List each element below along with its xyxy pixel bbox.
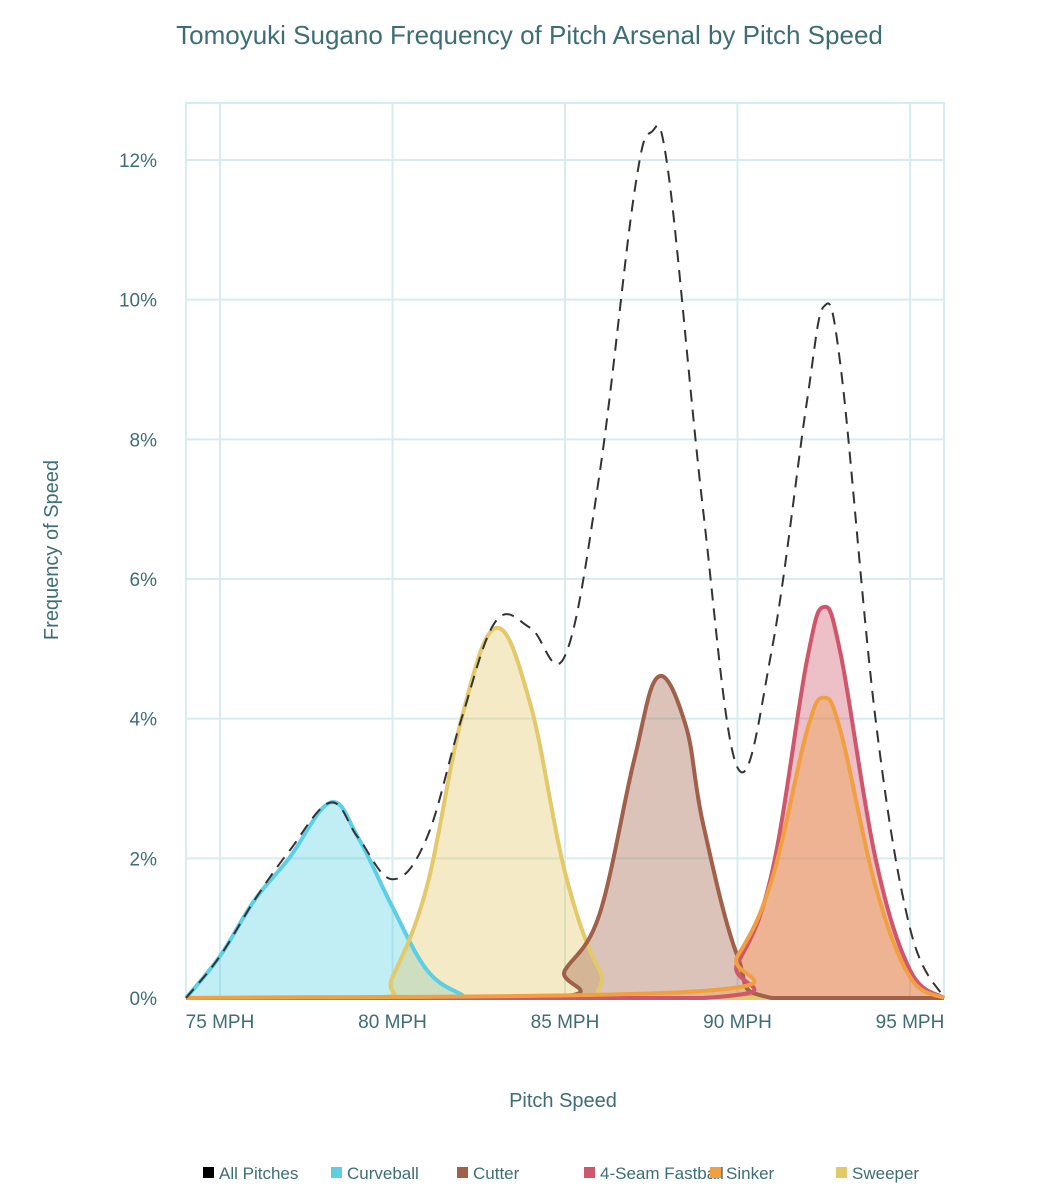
x-tick-label: 80 MPH: [358, 1012, 427, 1033]
x-tick-label: 90 MPH: [703, 1012, 772, 1033]
series-area-curveball: [186, 802, 944, 998]
series-line-sinker: [185, 695, 946, 1000]
x-tick-label: 95 MPH: [876, 1012, 945, 1033]
y-tick-label: 2%: [130, 849, 158, 870]
legend-label-cutter: Cutter: [473, 1164, 520, 1183]
axes: 75 MPH 80 MPH 85 MPH 90 MPH 95 MPH 0% 2% 4% 6% 8%…: [119, 151, 944, 1033]
y-tick-label: 8%: [130, 430, 158, 451]
grid: [185, 102, 945, 999]
x-tick-label: 75 MPH: [186, 1012, 255, 1033]
legend-swatch-all-pitches: [203, 1167, 214, 1178]
chart-title: Tomoyuki Sugano Frequency of Pitch Arsen…: [176, 20, 883, 50]
legend-label-sinker: Sinker: [726, 1164, 775, 1183]
y-tick-label: 6%: [130, 570, 158, 591]
series-line-all-pitches: [185, 124, 945, 999]
legend-label-4-seam-fastball: 4-Seam Fastball: [600, 1164, 724, 1183]
legend-swatch-curveball: [331, 1167, 342, 1178]
series-area-sinker: [186, 697, 944, 998]
y-tick-label: 4%: [130, 710, 158, 731]
legend-swatch-sinker: [710, 1167, 721, 1178]
legend: All Pitches Curveball Cutter 4-Seam Fastbal…: [203, 1164, 919, 1183]
series-lines: [184, 124, 946, 1001]
legend-swatch-sweeper: [836, 1167, 847, 1178]
legend-label-all-pitches: All Pitches: [219, 1164, 298, 1183]
legend-swatch-4-seam-fastball: [584, 1167, 595, 1178]
legend-label-curveball: Curveball: [347, 1164, 419, 1183]
y-tick-label: 12%: [119, 151, 157, 172]
series-area-sweeper: [186, 627, 944, 998]
y-tick-label: 0%: [130, 989, 158, 1010]
x-tick-label: 85 MPH: [531, 1012, 600, 1033]
series-line-4-seam-fastball: [186, 604, 946, 1001]
x-axis-title: Pitch Speed: [509, 1090, 617, 1112]
y-axis-title: Frequency of Speed: [41, 460, 63, 640]
legend-label-sweeper: Sweeper: [852, 1164, 919, 1183]
y-tick-label: 10%: [119, 291, 157, 312]
legend-swatch-cutter: [457, 1167, 468, 1178]
